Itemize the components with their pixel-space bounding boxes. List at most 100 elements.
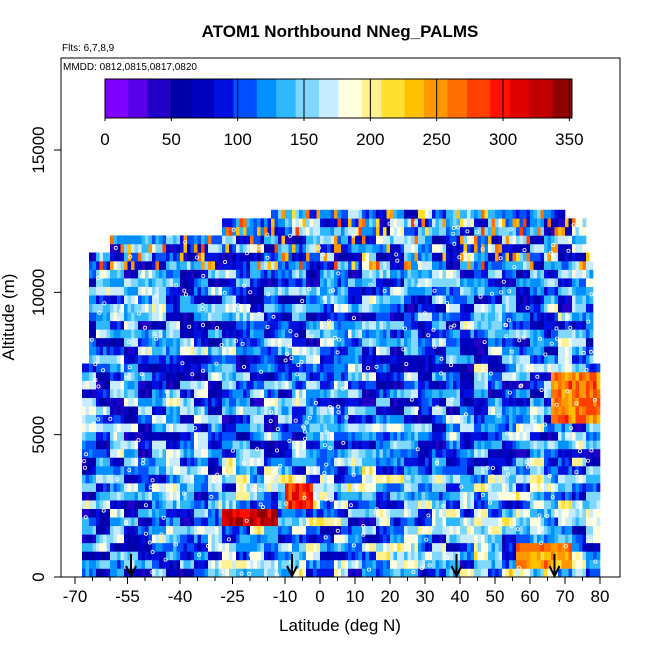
heatmap-cell [428,363,433,373]
heatmap-cell [575,474,580,484]
heatmap-cell [316,517,321,527]
heatmap-cell [362,457,366,467]
heatmap-cell [442,423,447,433]
heatmap-cell [544,363,548,373]
heatmap-cell [204,508,209,518]
heatmap-cell [316,397,321,407]
heatmap-cell [302,517,307,527]
heatmap-cell [229,457,233,467]
heatmap-cell [190,474,195,484]
heatmap-cell [131,525,135,535]
heatmap-cell [572,457,576,467]
heatmap-cell [449,457,454,467]
heatmap-cell [523,312,527,322]
heatmap-cell [236,423,240,433]
heatmap-cell [257,431,261,441]
heatmap-cell [362,406,366,416]
heatmap-cell [320,329,324,339]
heatmap-cell [215,542,219,552]
heatmap-cell [176,372,181,381]
heatmap-cell [425,491,429,501]
heatmap-cell [166,329,170,339]
heatmap-cell [169,312,174,322]
heatmap-cell [141,329,146,339]
heatmap-cell [159,559,163,569]
heatmap-cell [278,568,282,577]
heatmap-cell [271,568,275,577]
heatmap-cell [477,525,482,535]
heatmap-cell [274,337,279,347]
heatmap-cell [106,286,111,296]
heatmap-cell [253,337,258,347]
heatmap-cell [379,354,384,364]
heatmap-cell [348,508,352,518]
heatmap-cell [222,457,226,467]
heatmap-cell [551,397,555,407]
heatmap-cell [547,483,552,492]
heatmap-cell [439,320,443,330]
heatmap-cell [89,346,93,356]
heatmap-cell [103,517,107,527]
heatmap-cell [481,508,485,518]
heatmap-cell [502,525,506,535]
heatmap-cell [547,491,552,501]
heatmap-cell [351,508,356,518]
heatmap-cell [435,431,440,441]
heatmap-cell [579,542,583,552]
heatmap-cell [470,406,475,416]
heatmap-cell [148,303,153,313]
heatmap-cell [92,380,97,390]
heatmap-cell [103,320,107,330]
heatmap-cell [218,372,223,381]
heatmap-cell [183,551,188,561]
heatmap-cell [442,372,447,381]
heatmap-cell [316,474,321,484]
heatmap-cell [348,295,352,305]
heatmap-cell [302,320,307,330]
heatmap-cell [351,431,356,441]
heatmap-cell [477,508,482,518]
heatmap-cell [183,568,188,577]
heatmap-cell [593,363,597,373]
heatmap-cell [477,517,482,527]
heatmap-cell [176,440,181,450]
heatmap-cell [127,474,132,484]
heatmap-cell [425,448,429,458]
heatmap-cell [236,389,240,398]
heatmap-cell [183,372,188,381]
heatmap-cell [390,491,394,501]
heatmap-cell [558,517,562,527]
heatmap-cell [495,431,499,441]
heatmap-cell [99,491,104,501]
heatmap-cells [82,209,601,577]
heatmap-cell [152,440,156,450]
heatmap-cell [99,483,104,492]
heatmap-cell [530,551,534,561]
heatmap-cell [250,559,254,569]
heatmap-cell [201,337,205,347]
heatmap-cell [519,303,524,313]
heatmap-cell [264,542,268,552]
heatmap-cell [103,551,107,561]
heatmap-cell [400,483,405,492]
heatmap-cell [253,457,258,467]
heatmap-cell [362,568,366,577]
heatmap-cell [82,568,86,577]
heatmap-cell [229,312,233,322]
heatmap-cell [582,517,587,527]
heatmap-cell [89,363,93,373]
heatmap-cell [187,329,191,339]
heatmap-cell [404,431,408,441]
heatmap-cell [446,329,450,339]
heatmap-cell [439,474,443,484]
heatmap-cell [484,423,489,433]
heatmap-cell [449,346,454,356]
heatmap-cell [575,414,580,424]
heatmap-cell [586,483,590,492]
heatmap-cell [278,346,282,356]
heatmap-cell [383,389,387,398]
heatmap-cell [376,312,380,322]
heatmap-cell [103,568,107,577]
heatmap-cell [85,483,90,492]
heatmap-cell [523,491,527,501]
